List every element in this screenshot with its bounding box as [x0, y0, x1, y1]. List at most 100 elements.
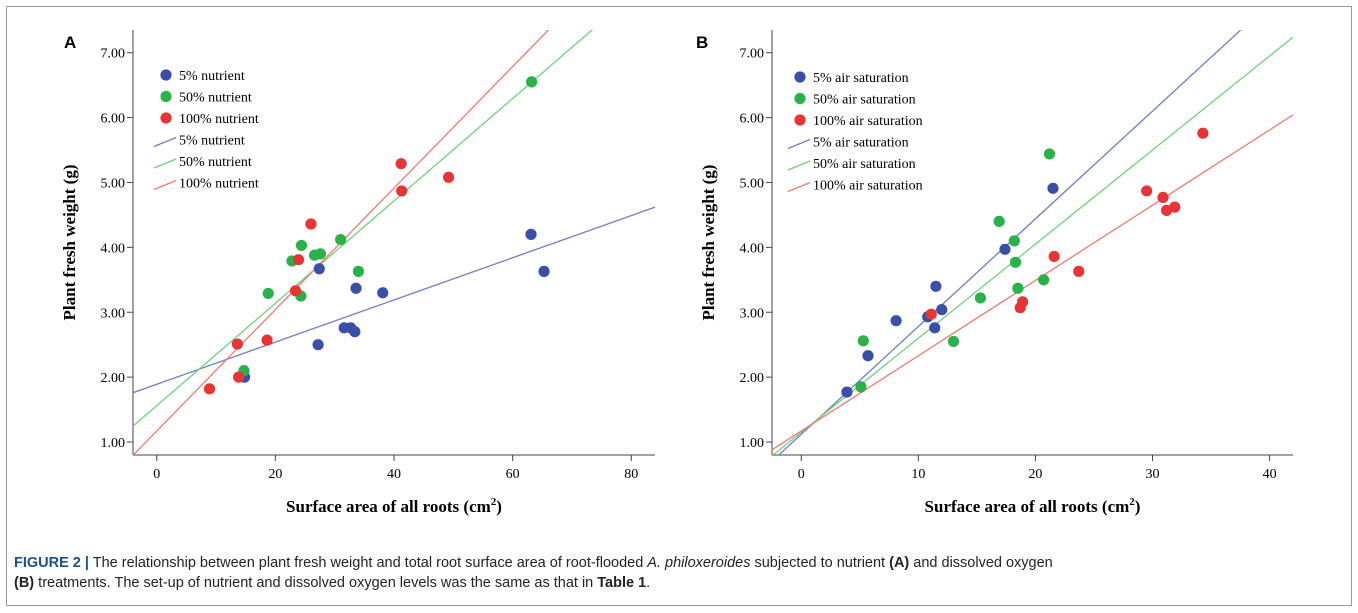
- data-point: [352, 265, 365, 277]
- data-point: [1009, 256, 1022, 268]
- fit-line: [777, 30, 1242, 455]
- legend-label: 5% nutrient: [179, 69, 245, 84]
- panel-a: A 1.00 2.00 3.00 4.00 5.00 6.00 7.00 0 20 40 60 80 Su…: [60, 30, 655, 516]
- data-point: [349, 326, 361, 338]
- x-tick-label: 0: [798, 467, 805, 482]
- caption-text-1: The relationship between plant fresh wei…: [88, 555, 648, 571]
- legend-marker: [160, 69, 172, 81]
- y-tick-label: 6.00: [101, 112, 126, 127]
- y-tick-label: 1.00: [101, 436, 126, 451]
- legend-label: 50% air saturation: [813, 157, 916, 172]
- fit-lines: [133, 30, 655, 455]
- y-tick-label: 3.00: [101, 306, 126, 321]
- y-tick-label: 3.00: [740, 306, 765, 321]
- data-point: [313, 263, 325, 275]
- x-axis-label-text: Surface area of all roots (cm: [286, 497, 491, 516]
- panel-letter: B: [696, 33, 708, 52]
- figure-caption: FIGURE 2 | The relationship between plan…: [14, 553, 1334, 593]
- x-tick-label: 20: [1028, 467, 1042, 482]
- fit-line: [133, 30, 594, 427]
- data-point: [1157, 191, 1169, 204]
- x-axis-label-text: Surface area of all roots (cm: [925, 497, 1130, 516]
- caption-text-4: treatments. The set-up of nutrient and d…: [34, 575, 598, 591]
- data-point: [1169, 201, 1181, 213]
- y-tick-label: 4.00: [101, 241, 126, 256]
- caption-ref-b: (B): [14, 575, 35, 591]
- panel-letter: A: [64, 33, 76, 52]
- legend-marker: [160, 112, 172, 124]
- x-tick-label: 60: [506, 467, 520, 482]
- data-point: [377, 287, 389, 299]
- fit-line: [133, 30, 550, 455]
- legend-label: 100% air saturation: [813, 179, 923, 194]
- legend-line: [153, 179, 177, 191]
- caption-text-3: and dissolved oxygen: [909, 555, 1053, 571]
- data-point: [1073, 265, 1085, 277]
- legend-line: [787, 138, 811, 150]
- data-point: [1048, 250, 1060, 263]
- y-tick-label: 5.00: [101, 176, 126, 191]
- data-point: [929, 322, 941, 334]
- data-point: [862, 350, 874, 362]
- y-axis-label: Plant fresh weight (g): [60, 165, 79, 321]
- caption-species: A. philoxeroides: [647, 555, 751, 571]
- data-point: [1043, 148, 1056, 160]
- data-point: [261, 334, 273, 346]
- y-tick-label: 1.00: [740, 436, 765, 451]
- y-tick-label: 4.00: [740, 241, 765, 256]
- y-tick-label: 5.00: [740, 176, 765, 191]
- legend-label: 50% nutrient: [179, 91, 252, 106]
- x-tick-label: 20: [268, 467, 282, 482]
- data-point: [890, 315, 902, 327]
- y-axis-label: Plant fresh weight (g): [699, 165, 718, 321]
- x-tick-label: 40: [1263, 467, 1277, 482]
- data-point: [1197, 127, 1209, 139]
- data-point: [841, 386, 853, 398]
- legend-marker: [794, 114, 806, 126]
- data-point: [314, 248, 327, 260]
- fit-line: [772, 114, 1293, 451]
- caption-table-ref: Table 1: [597, 575, 647, 591]
- figure-frame: [6, 6, 1352, 606]
- caption-text-5: .: [646, 575, 651, 591]
- legend-line: [787, 181, 811, 193]
- x-axis-label: Surface area of all roots (cm2): [925, 496, 1141, 516]
- data-point: [525, 228, 537, 240]
- data-point: [1038, 274, 1050, 286]
- data-point: [305, 218, 317, 230]
- data-point: [857, 335, 869, 347]
- y-tick-label: 2.00: [101, 371, 126, 386]
- x-tick-label: 0: [153, 467, 160, 482]
- x-axis-label-sup: 2: [1129, 496, 1135, 508]
- x-axis-label-close: ): [1135, 497, 1141, 516]
- x-axis-label-close: ): [496, 497, 502, 516]
- legend-line: [153, 136, 177, 148]
- data-point: [993, 215, 1005, 228]
- caption-ref-a: (A): [889, 555, 910, 571]
- y-tick-label: 2.00: [740, 371, 765, 386]
- fit-line: [133, 206, 655, 394]
- data-point: [295, 239, 308, 252]
- x-axis-label-sup: 2: [491, 496, 497, 508]
- data-point: [526, 76, 538, 88]
- x-axis-label: Surface area of all roots (cm2): [286, 496, 502, 516]
- data-point: [203, 383, 216, 395]
- y-tick-label: 6.00: [740, 112, 765, 127]
- legend-marker: [160, 90, 172, 103]
- y-tick-label: 7.00: [101, 47, 126, 62]
- legend-label: 50% air saturation: [813, 93, 916, 108]
- data-point: [289, 285, 302, 297]
- panel-b: B 1.00 2.00 3.00 4.00 5.00 6.00 7.00 0 10 20 30 40 Su…: [696, 30, 1293, 516]
- legend-label: 5% air saturation: [813, 71, 909, 86]
- data-point: [292, 254, 305, 266]
- legend: 5% nutrient 50% nutrient 100% nutrient 5% n…: [153, 69, 259, 192]
- data-point: [1012, 282, 1024, 294]
- x-tick-label: 80: [624, 467, 638, 482]
- legend-label: 100% nutrient: [179, 112, 259, 127]
- legend-label: 5% air saturation: [813, 136, 909, 151]
- legend-label: 5% nutrient: [179, 134, 245, 149]
- data-point: [312, 339, 324, 351]
- x-tick-label: 30: [1146, 467, 1160, 482]
- data-point: [974, 292, 987, 304]
- legend-line: [787, 160, 811, 171]
